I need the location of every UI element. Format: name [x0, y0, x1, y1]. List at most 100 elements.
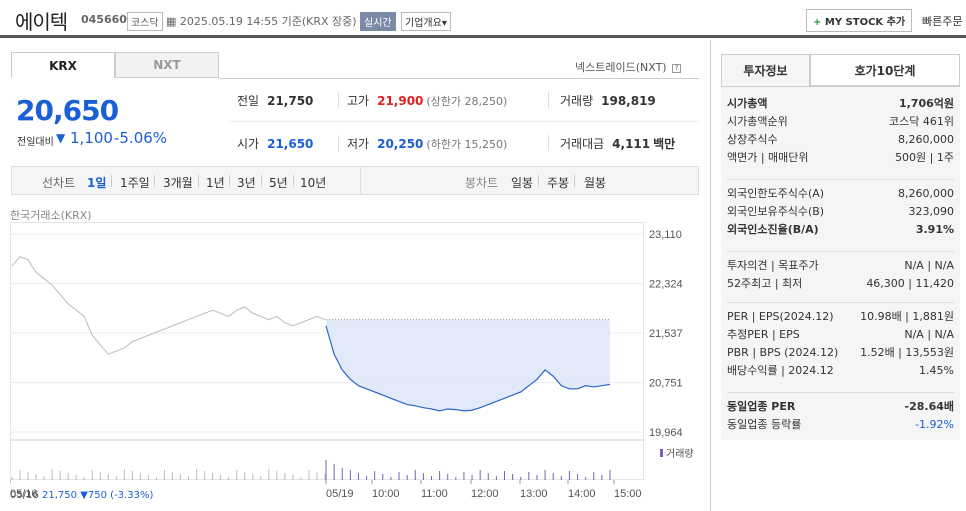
info-value: 1,706억원 — [898, 97, 954, 110]
info-key: 외국인소진율(B/A) — [727, 223, 819, 236]
info-row: 동일업종 PER -28.64배 — [727, 398, 954, 414]
info-value: 1.52배 | 13,553원 — [860, 346, 954, 359]
period-1w[interactable]: 1주일 — [120, 176, 150, 190]
prev-close: 전일 21,750 — [237, 92, 313, 109]
help-icon[interactable]: ? — [672, 63, 682, 73]
info-value: 8,260,000 — [898, 132, 954, 146]
realtime-badge[interactable]: 실시간 — [360, 12, 396, 31]
info-key: PBR | BPS (2024.12) — [727, 345, 839, 359]
y-tick-label: 21,537 — [649, 328, 683, 340]
period-1d[interactable]: 1일 — [87, 176, 107, 190]
divider — [548, 92, 549, 108]
info-value: -1.92% — [915, 417, 954, 431]
calendar-icon: ▦ — [166, 15, 177, 28]
info-key: 동일업종 PER — [727, 400, 796, 413]
lower-limit: (하한가 15,250) — [426, 137, 508, 151]
info-row: 액면가 | 매매단위 500원 | 1주 — [727, 149, 954, 165]
volume-value: 198,819 — [601, 93, 656, 108]
high-price: 고가 21,900 (상한가 28,250) — [347, 92, 507, 109]
tab-krx[interactable]: KRX — [11, 52, 115, 78]
low-label: 저가 — [347, 137, 370, 151]
divider — [574, 175, 575, 187]
info-key: 외국인한도주식수(A) — [727, 187, 825, 200]
info-row: 시가총액순위 코스닥 461위 — [727, 113, 954, 129]
section-divider — [727, 179, 954, 180]
nxt-link-label: 넥스트레이드(NXT) — [575, 61, 667, 74]
company-info-button[interactable]: 기업개요▾ — [401, 12, 451, 31]
bottom-date: 05/16 — [10, 490, 39, 501]
x-tick-label: 05/19 — [326, 488, 354, 500]
period-1y[interactable]: 1년 — [206, 176, 225, 190]
volume-legend-swatch — [660, 449, 663, 457]
info-value: N/A | N/A — [904, 258, 954, 272]
volume: 거래량 198,819 — [560, 92, 656, 109]
quote-datetime: ▦ 2025.05.19 14:55 기준(KRX 장중) — [166, 13, 357, 29]
section-divider — [727, 251, 954, 252]
series-line-0516 — [11, 256, 326, 355]
tab-nxt[interactable]: NXT — [115, 52, 219, 78]
info-key: 배당수익률 | 2024.12 — [727, 364, 834, 377]
high-value: 21,900 — [377, 93, 424, 108]
divider — [360, 167, 361, 194]
divider — [198, 175, 199, 187]
info-row: 외국인소진율(B/A) 3.91% — [727, 221, 954, 237]
amount-value: 4,111 — [612, 136, 651, 151]
down-arrow-icon: ▼ — [56, 131, 66, 145]
tabs-divider — [219, 78, 699, 79]
x-tick-label: 11:00 — [421, 488, 448, 500]
divider — [293, 175, 294, 187]
info-key: 시가총액 — [727, 97, 768, 110]
trade-amount: 거래대금 4,111 백만 — [560, 135, 675, 152]
low-price: 저가 20,250 (하한가 15,250) — [347, 135, 507, 152]
period-3y[interactable]: 3년 — [237, 176, 256, 190]
x-tick-label: 14:00 — [568, 488, 596, 500]
period-5y[interactable]: 5년 — [269, 176, 288, 190]
y-tick-label: 20,751 — [649, 378, 683, 390]
nxt-info-link[interactable]: 넥스트레이드(NXT) ? — [575, 59, 682, 75]
info-row: 외국인보유주식수(B) 323,090 — [727, 203, 954, 219]
x-tick-label: 13:00 — [520, 488, 548, 500]
row-divider — [229, 121, 699, 122]
info-value: 10.98배 | 1,881원 — [860, 310, 954, 323]
prev-close-value: 21,750 — [267, 93, 314, 108]
plus-icon: + — [813, 17, 822, 28]
invest-info-panel: 투자정보 호가10단계 시가총액 1,706억원 시가총액순위 코스닥 461위 상장주… — [710, 40, 966, 511]
tab-hoga-10[interactable]: 호가10단계 — [810, 54, 960, 86]
exchange-label: 한국거래소(KRX) — [10, 209, 92, 222]
candle-monthly[interactable]: 월봉 — [584, 176, 607, 190]
chart-frame — [10, 222, 644, 480]
candle-weekly[interactable]: 주봉 — [547, 176, 570, 190]
candle-chart-label: 봉차트 — [465, 176, 499, 190]
datetime-text: 2025.05.19 14:55 기준(KRX 장중) — [179, 15, 357, 28]
volume-label: 거래량 — [560, 94, 594, 108]
series-line-0519 — [325, 325, 611, 412]
info-row: PER | EPS(2024.12) 10.98배 | 1,881원 — [727, 308, 954, 324]
info-value: 46,300 | 11,420 — [866, 276, 954, 290]
info-key: 외국인보유주식수(B) — [727, 205, 825, 218]
info-row: 외국인한도주식수(A) 8,260,000 — [727, 185, 954, 201]
divider — [111, 175, 112, 187]
stock-name: 에이텍 — [15, 10, 68, 34]
period-3m[interactable]: 3개월 — [163, 176, 193, 190]
info-key: 52주최고 | 최저 — [727, 277, 803, 290]
x-tick-label: 12:00 — [471, 488, 499, 500]
info-row: 시가총액 1,706억원 — [727, 95, 954, 111]
prev-close-label: 전일 — [237, 94, 260, 108]
my-stock-label: MY STOCK 추가 — [824, 17, 906, 28]
info-row: 배당수익률 | 2024.12 1.45% — [727, 362, 954, 378]
open-price: 시가 21,650 — [237, 135, 313, 152]
divider — [229, 175, 230, 187]
tab-invest-info[interactable]: 투자정보 — [721, 54, 810, 86]
bottom-change: ▼750 — [80, 490, 107, 501]
candle-daily[interactable]: 일봉 — [511, 176, 534, 190]
quick-order-link[interactable]: 빠른주문 — [922, 15, 963, 28]
change-label: 전일대비 — [17, 137, 54, 148]
tabs-divider — [721, 86, 960, 87]
bottom-prev-info: 05/16 21,750 ▼750 (-3.33%) — [10, 490, 153, 501]
my-stock-add-button[interactable]: + MY STOCK 추가 — [806, 9, 913, 32]
period-10y[interactable]: 10년 — [300, 176, 327, 190]
high-label: 고가 — [347, 94, 370, 108]
section-divider — [727, 302, 954, 303]
info-key: 투자의견 | 목표주가 — [727, 259, 819, 272]
